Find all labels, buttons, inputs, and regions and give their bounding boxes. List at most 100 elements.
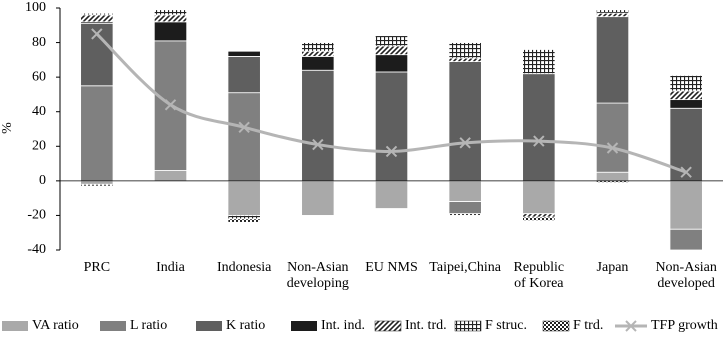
y-tick-label: -40 — [27, 242, 46, 257]
bar-segment — [374, 71, 409, 182]
bar-segment — [522, 216, 556, 222]
x-tick-line: of Korea — [514, 276, 564, 291]
bar-segment — [153, 14, 188, 23]
bar-segment — [374, 35, 409, 47]
x-tick-line: PRC — [84, 260, 110, 275]
x-tick-label: Non-Asian developed — [655, 260, 716, 291]
bar-segment — [153, 170, 188, 182]
x-tick-label: India — [156, 260, 186, 275]
legend-swatch — [542, 320, 570, 332]
y-tick-label: 20 — [32, 139, 46, 154]
bar-segment — [669, 228, 703, 251]
x-tick-line: Indonesia — [217, 260, 272, 275]
bar-segment — [301, 56, 335, 71]
bar-segment — [595, 12, 630, 18]
legend-label: Int. trd. — [405, 318, 447, 333]
bar-segment — [669, 180, 703, 230]
legend-label: F struc. — [485, 318, 527, 333]
legend-label: TFP growth — [651, 318, 718, 333]
bar-segment — [80, 14, 114, 23]
y-tick-label: 60 — [32, 69, 46, 84]
legend-swatch — [2, 321, 28, 331]
legend-swatch — [625, 320, 637, 332]
y-axis-label: % — [0, 122, 15, 134]
bar-segment — [227, 50, 261, 57]
bar-segment — [448, 61, 482, 182]
bar-segment — [301, 42, 335, 52]
bar-segment — [227, 180, 261, 216]
bar-segment — [374, 45, 409, 56]
bar-segment — [669, 90, 703, 101]
bar-segment — [522, 180, 556, 215]
bar-segment — [80, 12, 114, 16]
y-tick-label: 40 — [32, 104, 46, 119]
line-marker — [91, 28, 103, 40]
bar-segment — [595, 16, 630, 104]
legend-label: Int. ind. — [321, 318, 365, 333]
x-tick-label: Republic of Korea — [514, 260, 565, 291]
x-tick-line: India — [156, 260, 186, 275]
x-tick-label: EU NMS — [365, 260, 418, 275]
bar-segment — [522, 213, 556, 218]
bar-segment — [301, 69, 335, 182]
y-tick-label: 80 — [32, 35, 46, 50]
y-tick-label: 100 — [25, 0, 46, 15]
legend-swatch — [100, 321, 126, 331]
bar-segment — [227, 218, 261, 223]
x-tick-line: Non-Asian — [287, 260, 348, 275]
legend-swatch — [454, 320, 482, 332]
x-tick-line: developing — [287, 276, 349, 291]
y-tick-label: -20 — [27, 208, 46, 223]
legend-swatch — [374, 320, 402, 332]
bar-segment — [374, 180, 409, 209]
bar-segment — [227, 92, 261, 182]
bar-segment — [301, 50, 335, 57]
bar-segment — [448, 180, 482, 203]
bar-segment — [522, 73, 556, 182]
line-marker — [606, 142, 619, 154]
bar-segment — [669, 99, 703, 109]
bar-segment — [595, 102, 630, 173]
legend-label: VA ratio — [32, 318, 79, 333]
bar-segment — [227, 215, 261, 220]
x-tick-label: Japan — [597, 260, 629, 275]
x-tick-line: Japan — [597, 260, 629, 275]
bar-segment — [448, 201, 482, 215]
bar-segment — [669, 75, 703, 92]
x-tick-label: Taipei,China — [429, 260, 502, 275]
y-tick-label: 0 — [39, 173, 46, 188]
x-tick-line: Republic — [514, 260, 565, 275]
bar-segment — [80, 183, 114, 187]
bar-segment — [669, 107, 703, 182]
bar-segment — [448, 42, 482, 59]
legend-swatch — [291, 321, 317, 331]
bar-segment — [301, 180, 335, 216]
x-tick-line: Taipei,China — [429, 260, 502, 275]
bar-segment — [595, 9, 630, 14]
line-marker — [385, 145, 398, 158]
bar-segment — [448, 213, 482, 216]
bar-segment — [80, 85, 114, 182]
x-tick-label: PRC — [84, 260, 110, 275]
bar-segment — [374, 54, 409, 73]
legend-label: L ratio — [130, 318, 167, 333]
x-tick-label: Indonesia — [217, 260, 272, 275]
line-marker — [164, 99, 177, 111]
line-marker — [238, 121, 250, 133]
legend-swatch — [196, 321, 222, 331]
line-marker — [459, 137, 471, 149]
x-tick-line: developed — [657, 276, 715, 291]
legend-label: K ratio — [226, 318, 265, 333]
bar-segment — [448, 57, 482, 62]
x-tick-label: Non-Asian developing — [287, 260, 349, 291]
bar-segment — [595, 171, 630, 182]
bar-segment — [153, 9, 188, 16]
line-marker — [312, 138, 324, 151]
bar-segment — [522, 49, 556, 75]
x-tick-line: Non-Asian — [655, 260, 716, 275]
x-tick-line: EU NMS — [365, 260, 418, 275]
line-marker — [533, 135, 545, 147]
legend-label: F trd. — [573, 318, 603, 333]
bar-segment — [80, 180, 114, 185]
